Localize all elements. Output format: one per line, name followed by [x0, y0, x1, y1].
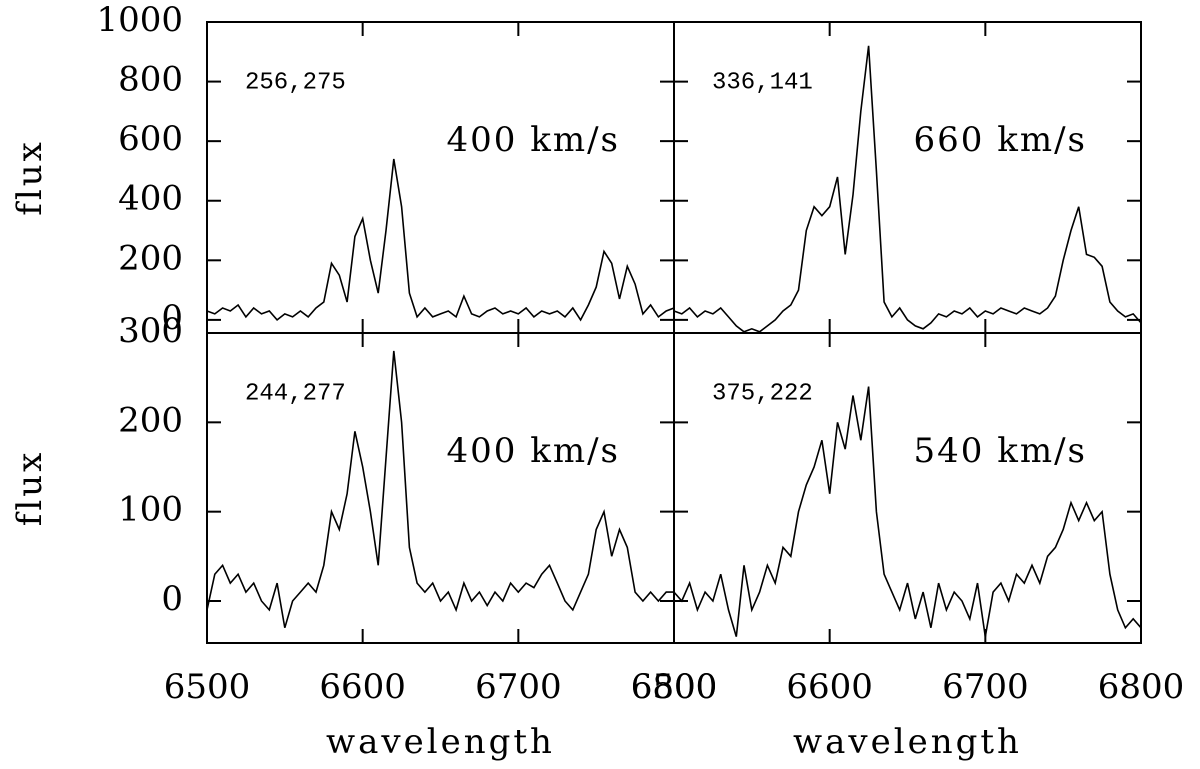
y-tick-label: 200 [118, 400, 183, 440]
spectrum-line [673, 45, 1142, 333]
x-tick-label: 6800 [631, 667, 718, 707]
y-tick-label: 400 [118, 179, 183, 219]
y-tick-label: 0 [161, 298, 183, 338]
x-tick-label: 6600 [319, 667, 406, 707]
y-axis-label: flux [10, 139, 50, 216]
y-tick-label: 100 [118, 490, 183, 530]
velocity-label: 400 km/s [447, 120, 620, 160]
panel-frame [673, 332, 1142, 644]
velocity-label: 540 km/s [914, 431, 1087, 471]
y-tick-label: 300 [118, 311, 183, 351]
x-tick-label: 6700 [942, 667, 1029, 707]
y-axis-label: flux [10, 450, 50, 527]
x-tick-label: 6600 [786, 667, 873, 707]
x-tick-label: 6500 [631, 667, 718, 707]
y-tick-label: 0 [161, 579, 183, 619]
x-axis-label: wavelength [326, 722, 555, 762]
y-tick-label: 600 [118, 119, 183, 159]
velocity-label: 660 km/s [914, 120, 1087, 160]
y-tick-label: 1000 [96, 0, 183, 40]
object-id: 375,222 [712, 380, 813, 407]
object-id: 244,277 [245, 380, 346, 407]
x-axis-label: wavelength [793, 722, 1022, 762]
x-tick-label: 6700 [475, 667, 562, 707]
velocity-label: 400 km/s [447, 431, 620, 471]
x-tick-label: 6800 [1098, 667, 1185, 707]
y-tick-label: 800 [118, 60, 183, 100]
y-tick-label: 200 [118, 238, 183, 278]
x-tick-label: 6500 [164, 667, 251, 707]
spectrum-line [206, 158, 675, 322]
spectrum-line [673, 386, 1142, 637]
object-id: 256,275 [245, 69, 346, 96]
object-id: 336,141 [712, 69, 813, 96]
spectrum-line [206, 350, 674, 629]
